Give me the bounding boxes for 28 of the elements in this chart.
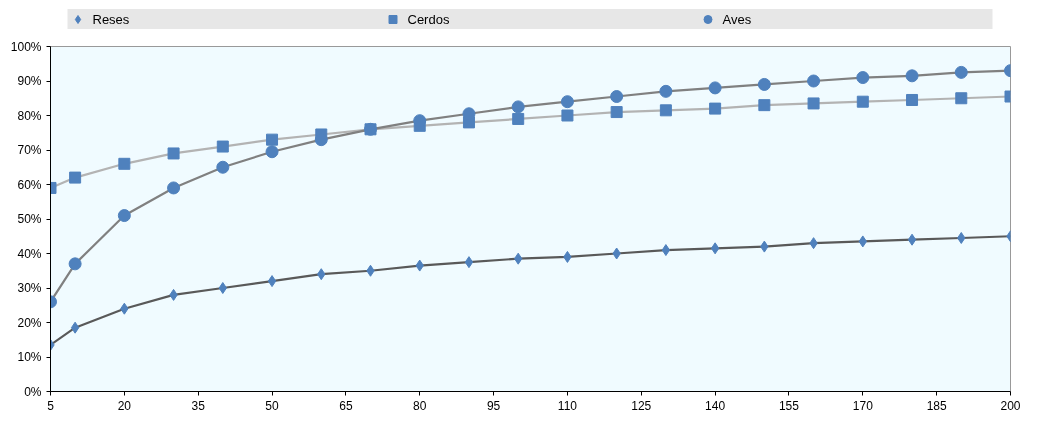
y-tick-label: 40% (17, 246, 42, 261)
legend-label: Aves (722, 11, 753, 27)
legend-label: Reses (92, 11, 131, 27)
x-tick-label: 95 (486, 398, 501, 413)
x-tick-label: 80 (413, 398, 427, 413)
y-tick-label: 30% (17, 281, 42, 295)
y-tick-label: 90% (17, 74, 42, 88)
y-tick-label: 80% (17, 108, 42, 123)
y-tick-label: 0% (24, 384, 42, 399)
x-tick-label: 110 (557, 398, 578, 413)
y-tick-label: 60% (17, 177, 42, 192)
x-tick-label: 200 (1000, 398, 1021, 413)
x-tick-label: 20 (117, 398, 132, 413)
y-tick-label: 100% (10, 39, 42, 54)
x-tick-label: 125 (631, 398, 652, 413)
x-tick-label: 185 (926, 398, 947, 413)
x-tick-label: 170 (852, 398, 874, 413)
y-tick-label: 50% (17, 212, 42, 226)
x-tick-label: 155 (778, 398, 800, 413)
y-tick-label: 10% (17, 350, 42, 364)
y-tick-label: 70% (17, 143, 42, 157)
x-tick-label: 50 (265, 398, 280, 413)
x-tick-label: 140 (705, 398, 726, 413)
y-tick-label: 20% (17, 315, 42, 330)
x-tick-label: 65 (339, 398, 353, 413)
x-tick-label: 35 (191, 398, 206, 413)
legend-label: Cerdos (407, 11, 451, 27)
x-tick-label: 5 (47, 398, 55, 413)
